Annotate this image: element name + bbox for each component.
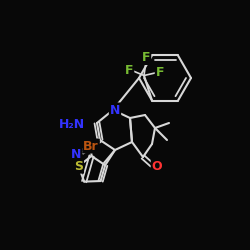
Text: O: O [152, 160, 162, 173]
Text: N: N [71, 148, 81, 160]
Text: N: N [110, 104, 120, 117]
Text: F: F [156, 66, 164, 79]
Text: F: F [125, 64, 133, 77]
Text: H₂N: H₂N [59, 118, 85, 132]
Text: Br: Br [83, 140, 99, 152]
Text: F: F [142, 51, 150, 64]
Text: S: S [74, 160, 83, 173]
